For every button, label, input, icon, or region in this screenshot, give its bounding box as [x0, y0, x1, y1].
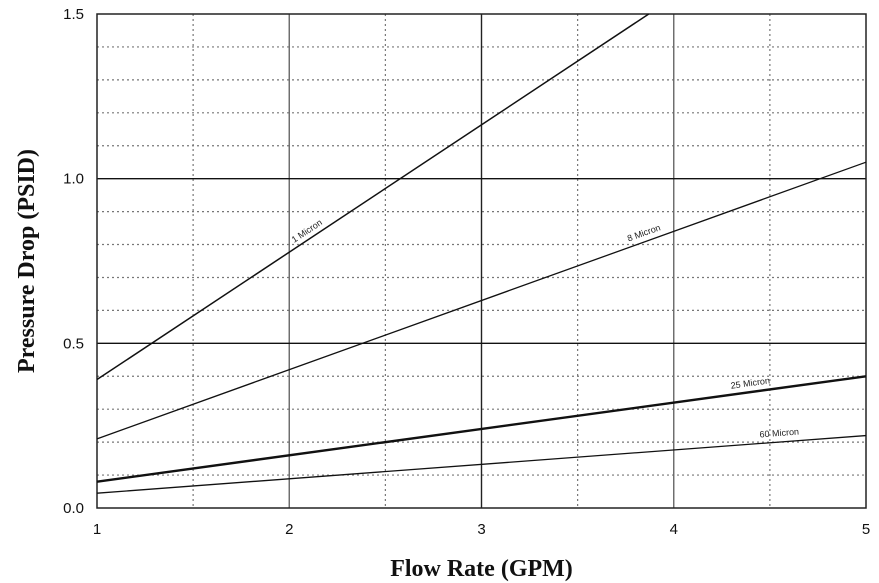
x-tick-label: 5 — [862, 521, 870, 538]
series-line-3 — [96, 434, 867, 494]
series-line-1 — [96, 161, 867, 440]
y-tick-labels: 0.0 0.5 1.0 1.5 — [63, 6, 84, 517]
y-tick-label: 0.5 — [63, 335, 84, 352]
series-line-0 — [96, 13, 650, 381]
series-label-2: 25 Micron — [730, 375, 771, 390]
series-label-1: 8 Micron — [626, 222, 662, 243]
x-tick-label: 3 — [477, 521, 485, 538]
major-gridlines — [97, 14, 866, 508]
y-tick-label: 0.0 — [63, 500, 84, 517]
plot-area-frame — [96, 13, 867, 509]
y-tick-label: 1.0 — [63, 171, 84, 188]
x-tick-label: 4 — [670, 521, 678, 538]
series-line-2 — [96, 375, 867, 483]
x-tick-label: 1 — [93, 521, 101, 538]
y-tick-label: 1.5 — [63, 6, 84, 23]
series-lines — [96, 13, 867, 494]
x-tick-labels: 1 2 3 4 5 — [93, 521, 870, 538]
y-axis-title: Pressure Drop (PSID) — [14, 149, 40, 373]
series-label-3: 60 Micron — [759, 427, 799, 440]
x-tick-label: 2 — [285, 521, 293, 538]
x-axis-title: Flow Rate (GPM) — [390, 556, 573, 582]
minor-gridlines — [97, 14, 866, 508]
